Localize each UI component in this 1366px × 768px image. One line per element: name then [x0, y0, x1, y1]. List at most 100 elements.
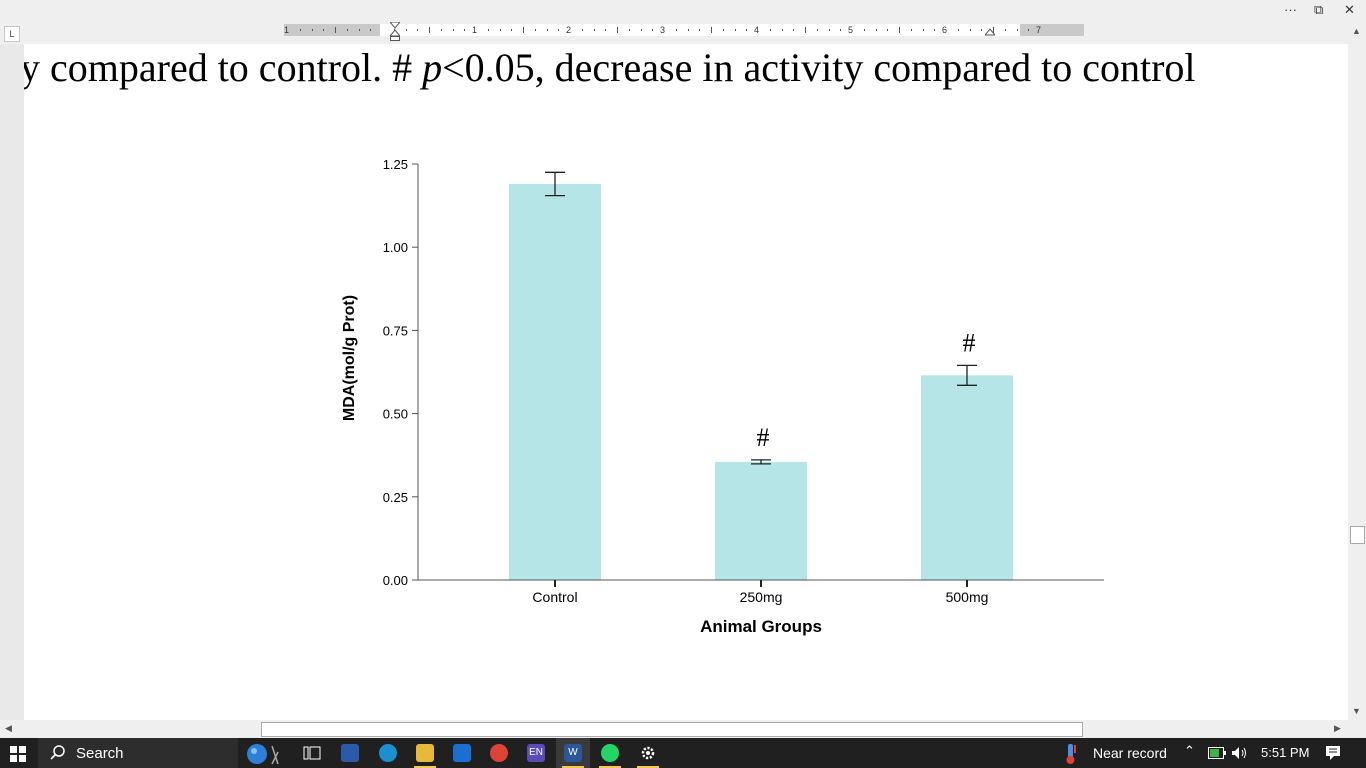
- scroll-down-icon[interactable]: ▼: [1352, 706, 1361, 716]
- settings-icon[interactable]: [639, 744, 657, 762]
- whatsapp-icon[interactable]: [601, 744, 619, 762]
- restore-icon[interactable]: ⧉: [1314, 2, 1324, 17]
- scroll-right-icon[interactable]: ▶: [1334, 723, 1341, 733]
- doc-text-before: y compared to control. #: [24, 45, 423, 90]
- y-tick-label: 1.25: [383, 157, 408, 172]
- ruler-mark: [558, 29, 560, 31]
- ruler-mark: [299, 29, 301, 31]
- significance-marker: #: [757, 423, 770, 452]
- scroll-left-icon[interactable]: ◀: [5, 723, 12, 733]
- close-icon[interactable]: ✕: [1344, 2, 1355, 17]
- ruler-mark: [722, 29, 724, 31]
- active-underline: [599, 766, 621, 768]
- clock-time[interactable]: 5:51 PM: [1261, 745, 1310, 760]
- y-tick-label: 0.25: [383, 490, 408, 505]
- language-icon[interactable]: EN: [527, 744, 545, 762]
- weather-text[interactable]: Near record: [1093, 745, 1167, 761]
- search-label: Search: [76, 745, 124, 762]
- ruler-mark: [887, 29, 889, 31]
- ruler-number: 6: [942, 25, 948, 35]
- ruler-mark: [534, 29, 536, 31]
- y-axis-label: MDA(mol/g Prot): [341, 295, 358, 421]
- ruler-mark: [675, 29, 677, 31]
- taskbar-search-box[interactable]: Search: [38, 738, 279, 768]
- ruler-mark: [734, 29, 736, 31]
- ruler-mark: [499, 29, 501, 31]
- ruler-number: 5: [848, 25, 854, 35]
- scrollbar-corner: [1348, 720, 1366, 738]
- ruler-mark: [828, 29, 830, 31]
- chevron-up-icon[interactable]: ⌃: [1184, 743, 1195, 758]
- windows-start-icon[interactable]: [10, 746, 26, 762]
- ruler-mark: [346, 29, 348, 31]
- ruler-mark: [969, 29, 971, 31]
- ruler-right-margin: [1020, 24, 1084, 36]
- ruler-mark: [593, 29, 595, 31]
- ruler-mark: [440, 29, 442, 31]
- ruler-mark: [323, 29, 325, 31]
- ruler-number: 1: [284, 25, 290, 35]
- y-tick-label: 1.00: [383, 240, 408, 255]
- ruler-mark: [899, 27, 900, 33]
- store-icon[interactable]: [341, 744, 359, 762]
- active-underline: [414, 766, 436, 768]
- more-options-icon[interactable]: ···: [1284, 2, 1297, 17]
- ruler-mark: [793, 29, 795, 31]
- ruler-mark: [840, 29, 842, 31]
- notification-icon[interactable]: [1325, 745, 1341, 761]
- document-page[interactable]: y compared to control. # p<0.05, decreas…: [24, 44, 1348, 720]
- ruler-number: 3: [660, 25, 666, 35]
- ruler-number: 2: [566, 25, 572, 35]
- ruler-mark: [511, 29, 513, 31]
- word-badge: W: [568, 747, 578, 758]
- search-highlight-icon: [247, 744, 279, 765]
- ruler-mark: [875, 29, 877, 31]
- bars-group: [509, 183, 1013, 580]
- x-ticks-group: Control 250mg 500mg: [532, 580, 988, 605]
- tab-selector-button[interactable]: L: [4, 26, 20, 42]
- horizontal-ruler[interactable]: 1 1 2 3 4 5 6 7: [284, 22, 1084, 41]
- ruler-mark: [546, 29, 548, 31]
- document-text-line: y compared to control. # p<0.05, decreas…: [24, 44, 1196, 92]
- edge-icon[interactable]: [379, 744, 397, 762]
- ruler-mark: [452, 29, 454, 31]
- ruler-mark: [429, 27, 430, 33]
- error-bars-group: [545, 171, 977, 465]
- bar-control: [509, 183, 601, 580]
- ruler-mark: [487, 29, 489, 31]
- x-tick-label: 250mg: [740, 589, 783, 605]
- chrome-icon[interactable]: [490, 744, 508, 762]
- right-indent-marker-icon[interactable]: [985, 28, 995, 36]
- window-top-bar: ··· ⧉ ✕: [0, 0, 1366, 22]
- mail-icon[interactable]: [453, 744, 471, 762]
- speaker-icon[interactable]: [1231, 746, 1249, 760]
- horizontal-scrollbar[interactable]: ◀ ▶: [0, 720, 1348, 738]
- task-view-icon[interactable]: [303, 745, 321, 761]
- ruler-mark: [816, 29, 818, 31]
- file-explorer-icon[interactable]: [416, 744, 434, 762]
- ruler-mark: [464, 29, 466, 31]
- indent-marker-icon[interactable]: [390, 22, 400, 42]
- ruler-mark: [993, 27, 994, 33]
- ruler-mark: [910, 29, 912, 31]
- ruler-mark: [981, 29, 983, 31]
- vertical-scrollbar[interactable]: ▲ ▼: [1348, 22, 1366, 720]
- word-icon[interactable]: W: [564, 744, 582, 762]
- search-icon: [50, 745, 65, 760]
- active-underline: [637, 766, 659, 768]
- ruler-mark: [746, 29, 748, 31]
- ruler-mark: [863, 29, 865, 31]
- ruler-mark: [957, 29, 959, 31]
- ruler-number: 1: [472, 25, 478, 35]
- y-tick-label: 0.00: [383, 573, 408, 588]
- y-ticks-group: 0.00 0.25 0.50 0.75 1.00 1.25: [383, 157, 418, 588]
- bar-250mg: [715, 461, 807, 580]
- scroll-up-icon[interactable]: ▲: [1352, 26, 1361, 36]
- x-axis-label: Animal Groups: [700, 617, 822, 636]
- ruler-mark: [934, 29, 936, 31]
- battery-icon[interactable]: [1208, 747, 1226, 759]
- ruler-number: 7: [1036, 25, 1042, 35]
- vertical-scroll-thumb[interactable]: [1350, 526, 1365, 544]
- significance-marker: #: [963, 328, 976, 357]
- horizontal-scroll-thumb[interactable]: [261, 722, 1083, 737]
